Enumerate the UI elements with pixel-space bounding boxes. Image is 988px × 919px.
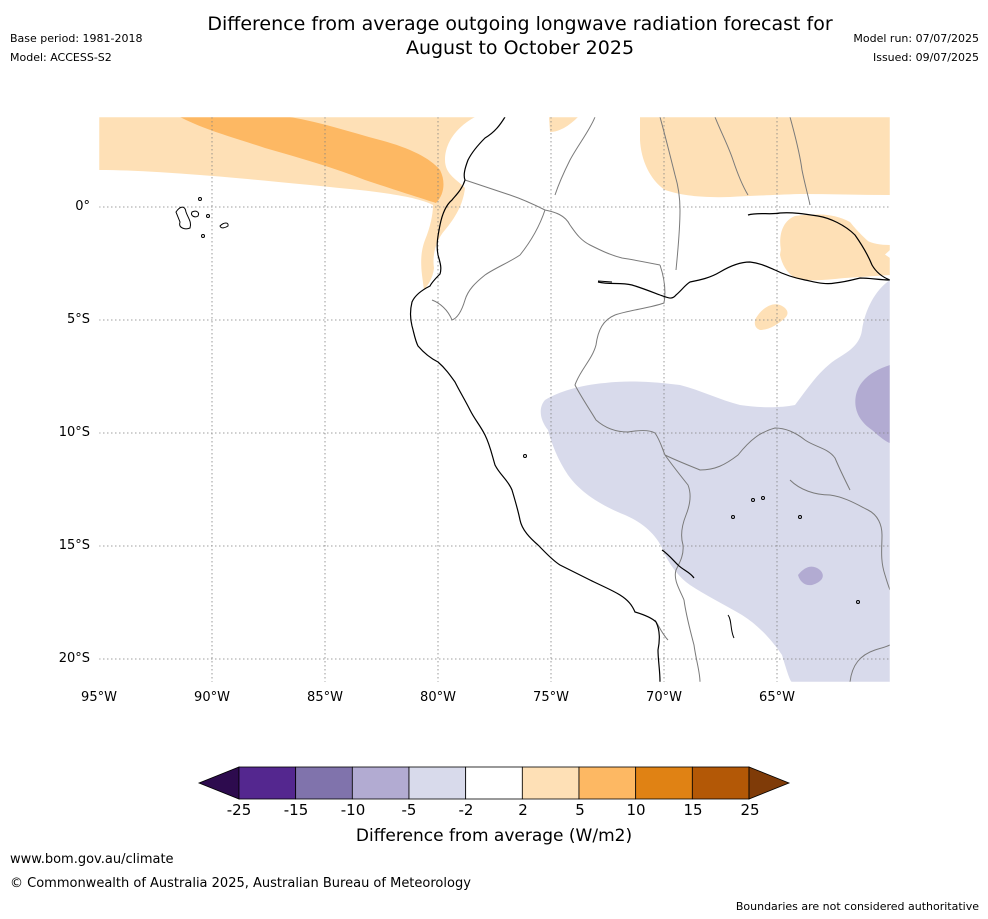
colorbar-tick-label: -25 [226, 801, 252, 819]
lon-label-70w: 70°W [646, 690, 682, 705]
colorbar-segment [238, 766, 297, 800]
colorbar-extend-low [197, 766, 240, 800]
map-title-line1: Difference from average outgoing longwav… [207, 13, 833, 35]
colorbar-segment [691, 766, 750, 800]
anomaly-region-2-5-north [549, 117, 578, 132]
galapagos-small-1 [198, 197, 202, 201]
colorbar-tick-label: -15 [283, 801, 309, 819]
colorbar-tick-label: -10 [340, 801, 366, 819]
anomaly-region-2-5-small [754, 304, 788, 330]
lake-3 [751, 498, 755, 502]
lat-label-5s: 5°S [66, 312, 90, 327]
footer-copyright: © Commonwealth of Australia 2025, Austra… [10, 876, 471, 891]
border-colombia-venezuela [554, 117, 681, 271]
colorbar-segment [521, 766, 580, 800]
colorbar-segment [465, 766, 523, 800]
lat-label-10s: 10°S [58, 425, 90, 440]
lon-label-85w: 85°W [307, 690, 343, 705]
colorbar-tick-label: -2 [458, 801, 474, 819]
coastlines [409, 117, 890, 682]
map-frame [98, 116, 891, 683]
galapagos-islands [175, 197, 229, 238]
galapagos-santa-cruz [191, 210, 199, 218]
colorbar-segment [295, 766, 353, 800]
colorbar-segment [635, 766, 693, 800]
lon-label-65w: 65°W [759, 690, 795, 705]
map-title-line2: August to October 2025 [405, 37, 635, 59]
colorbar-segment [408, 766, 467, 800]
lat-label-20s: 20°S [58, 651, 90, 666]
lat-label-0: 0° [75, 199, 90, 214]
lake-6 [856, 600, 860, 604]
model-run-label: Model run: 07/07/2025 [853, 32, 979, 45]
lake-7 [727, 614, 735, 639]
border-bolivia-paraguay [849, 644, 890, 682]
footer-url-text: www.bom.gov.au/climate [10, 852, 174, 867]
colorbar-tick-label: 15 [683, 801, 703, 819]
anomaly-region-5-10 [180, 117, 444, 203]
colorbar-segments [197, 766, 791, 800]
border-peru-bolivia [664, 454, 701, 682]
lake-titicaca [661, 549, 695, 579]
anomaly-region-minus10-minus5-south [798, 566, 823, 586]
issued-label: Issued: 09/07/2025 [872, 51, 979, 64]
map-title: Difference from average outgoing longwav… [120, 12, 920, 60]
colorbar-tick-label: -5 [401, 801, 417, 819]
colorbar-tick-label: 10 [626, 801, 646, 819]
lon-label-80w: 80°W [420, 690, 456, 705]
colorbar-tick-label: 5 [575, 801, 585, 819]
small-lakes [523, 280, 860, 639]
galapagos-san-cristobal [219, 222, 229, 229]
lake-5 [798, 515, 802, 519]
coastline-pacific [409, 117, 661, 682]
lat-label-15s: 15°S [58, 538, 90, 553]
amazon-river [597, 261, 890, 299]
colorbar-tick-label: 2 [518, 801, 528, 819]
lake-1 [523, 454, 527, 458]
border-venezuela-guyana [714, 117, 811, 206]
border-ecuador-peru [431, 209, 546, 321]
anomaly-region-minus10-minus5-east [855, 365, 890, 443]
negro-river [747, 212, 890, 281]
country-borders [431, 117, 890, 682]
lon-label-75w: 75°W [533, 690, 569, 705]
colorbar-extend-high [748, 766, 791, 800]
colorbar-title: Difference from average (W/m2) [355, 826, 633, 846]
galapagos-small-2 [201, 234, 205, 238]
base-period-label: Base period: 1981-2018 [10, 32, 143, 45]
colorbar-tick-label: 25 [740, 801, 760, 819]
anomaly-region-2-5-center-east [780, 214, 890, 281]
colorbar-segment [578, 766, 637, 800]
lake-4 [761, 496, 765, 500]
lake-2 [731, 515, 735, 519]
galapagos-isabela [175, 206, 191, 230]
border-bolivia-brazil-east [789, 479, 890, 591]
lake-8 [597, 280, 613, 283]
lon-label-95w: 95°W [81, 690, 117, 705]
colorbar-segment [351, 766, 410, 800]
map-plot-area [99, 117, 890, 682]
lon-label-90w: 90°W [194, 690, 230, 705]
border-peru-bolivia-brazil [664, 427, 851, 491]
border-peru-colombia-brazil [574, 264, 666, 456]
border-colombia-ecuador [464, 179, 661, 266]
galapagos-small-3 [206, 214, 210, 218]
footer-disclaimer: Boundaries are not considered authoritat… [735, 900, 979, 913]
model-label: Model: ACCESS-S2 [10, 51, 112, 64]
